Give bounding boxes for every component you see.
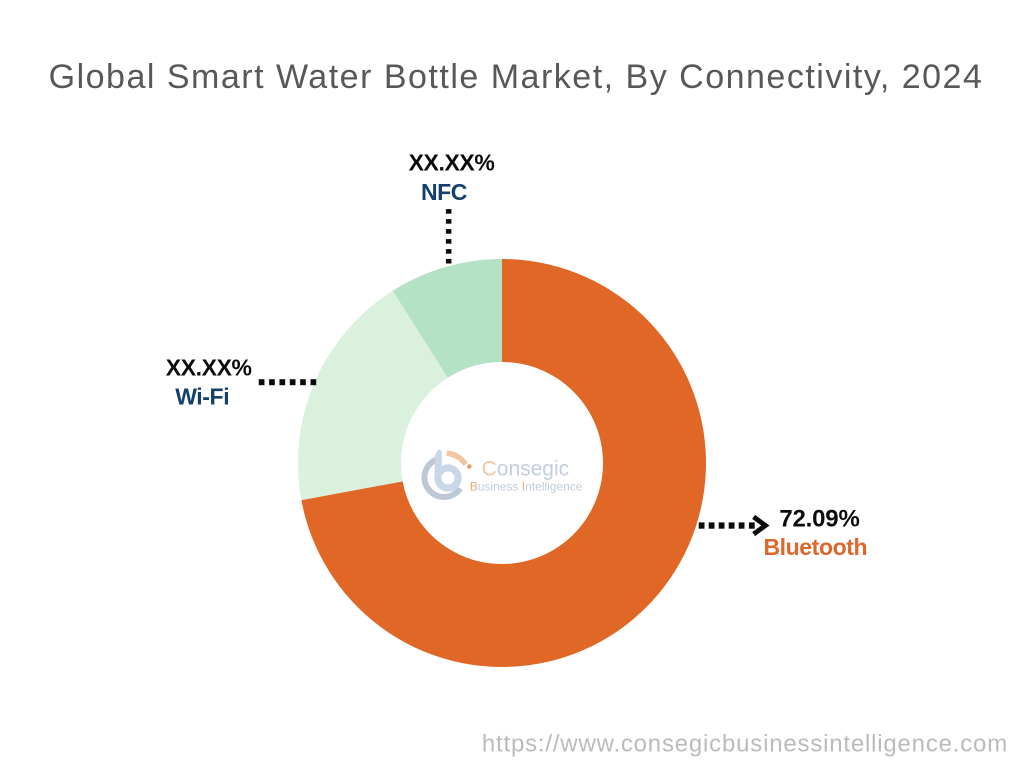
- svg-text:XX.XX%: XX.XX%: [166, 354, 252, 380]
- svg-text:Bluetooth: Bluetooth: [763, 534, 867, 560]
- svg-text:XX.XX%: XX.XX%: [409, 150, 495, 176]
- svg-text:NFC: NFC: [421, 179, 467, 205]
- svg-text:72.09%: 72.09%: [779, 505, 859, 532]
- svg-text:Business Intelligence: Business Intelligence: [470, 479, 583, 493]
- svg-text:Wi-Fi: Wi-Fi: [175, 384, 229, 410]
- svg-text:https://www.consegicbusinessin: https://www.consegicbusinessintelligence…: [482, 731, 1008, 758]
- svg-text:Global Smart Water Bottle Mark: Global Smart Water Bottle Market, By Con…: [49, 58, 984, 96]
- svg-text:Consegic: Consegic: [482, 457, 570, 480]
